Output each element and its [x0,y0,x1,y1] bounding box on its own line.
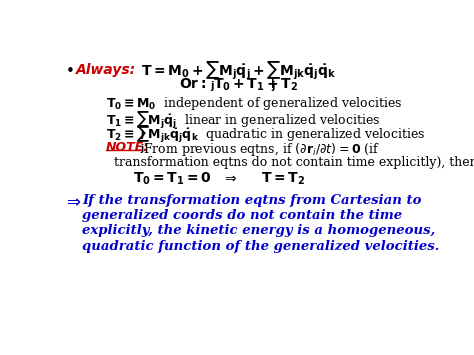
Text: $\mathbf{T_0 = T_1 = 0}$: $\mathbf{T_0 = T_1 = 0}$ [133,170,211,187]
Text: •: • [65,64,74,79]
Text: generalized coords do not contain the time: generalized coords do not contain the ti… [82,209,402,222]
Text: NOTE:: NOTE: [106,141,149,154]
Text: transformation eqtns do not contain time explicitly), then: transformation eqtns do not contain time… [113,156,474,169]
Text: explicitly, the kinetic energy is a homogeneous,: explicitly, the kinetic energy is a homo… [82,224,436,237]
Text: $\Rightarrow$: $\Rightarrow$ [63,193,82,211]
Text: $\mathbf{T_0 \equiv M_0}$  independent of generalized velocities: $\mathbf{T_0 \equiv M_0}$ independent of… [106,95,402,112]
Text: If the transformation eqtns from Cartesian to: If the transformation eqtns from Cartesi… [82,193,422,207]
Text: $\mathbf{T_1 \equiv \sum_j M_j \dot{q}_j}$  linear in generalized velocities: $\mathbf{T_1 \equiv \sum_j M_j \dot{q}_j… [106,110,380,142]
Text: Always:: Always: [76,62,137,77]
Text: $\Rightarrow$: $\Rightarrow$ [222,170,237,184]
Text: $\mathbf{T = T_2}$: $\mathbf{T = T_2}$ [261,170,305,187]
Text: $\mathbf{Or{:}\ T_0 + T_1 + T_2}$: $\mathbf{Or{:}\ T_0 + T_1 + T_2}$ [179,76,299,93]
Text: $\mathbf{T_2 \equiv \sum_j M_{jk} \dot{q}_j \dot{q}_k}$  quadratic in generalize: $\mathbf{T_2 \equiv \sum_j M_{jk} \dot{q… [106,124,425,157]
Text: From previous eqtns, if $(\partial \mathbf{r}_i/\partial t) = \mathbf{0}$ (if: From previous eqtns, if $(\partial \math… [143,141,380,158]
Text: $\mathbf{T = M_0 + \sum_j M_j \dot{q}_j + \sum_j M_{jk} \dot{q}_j \dot{q}_k}$: $\mathbf{T = M_0 + \sum_j M_j \dot{q}_j … [141,60,336,94]
Text: quadratic function of the generalized velocities.: quadratic function of the generalized ve… [82,240,440,253]
